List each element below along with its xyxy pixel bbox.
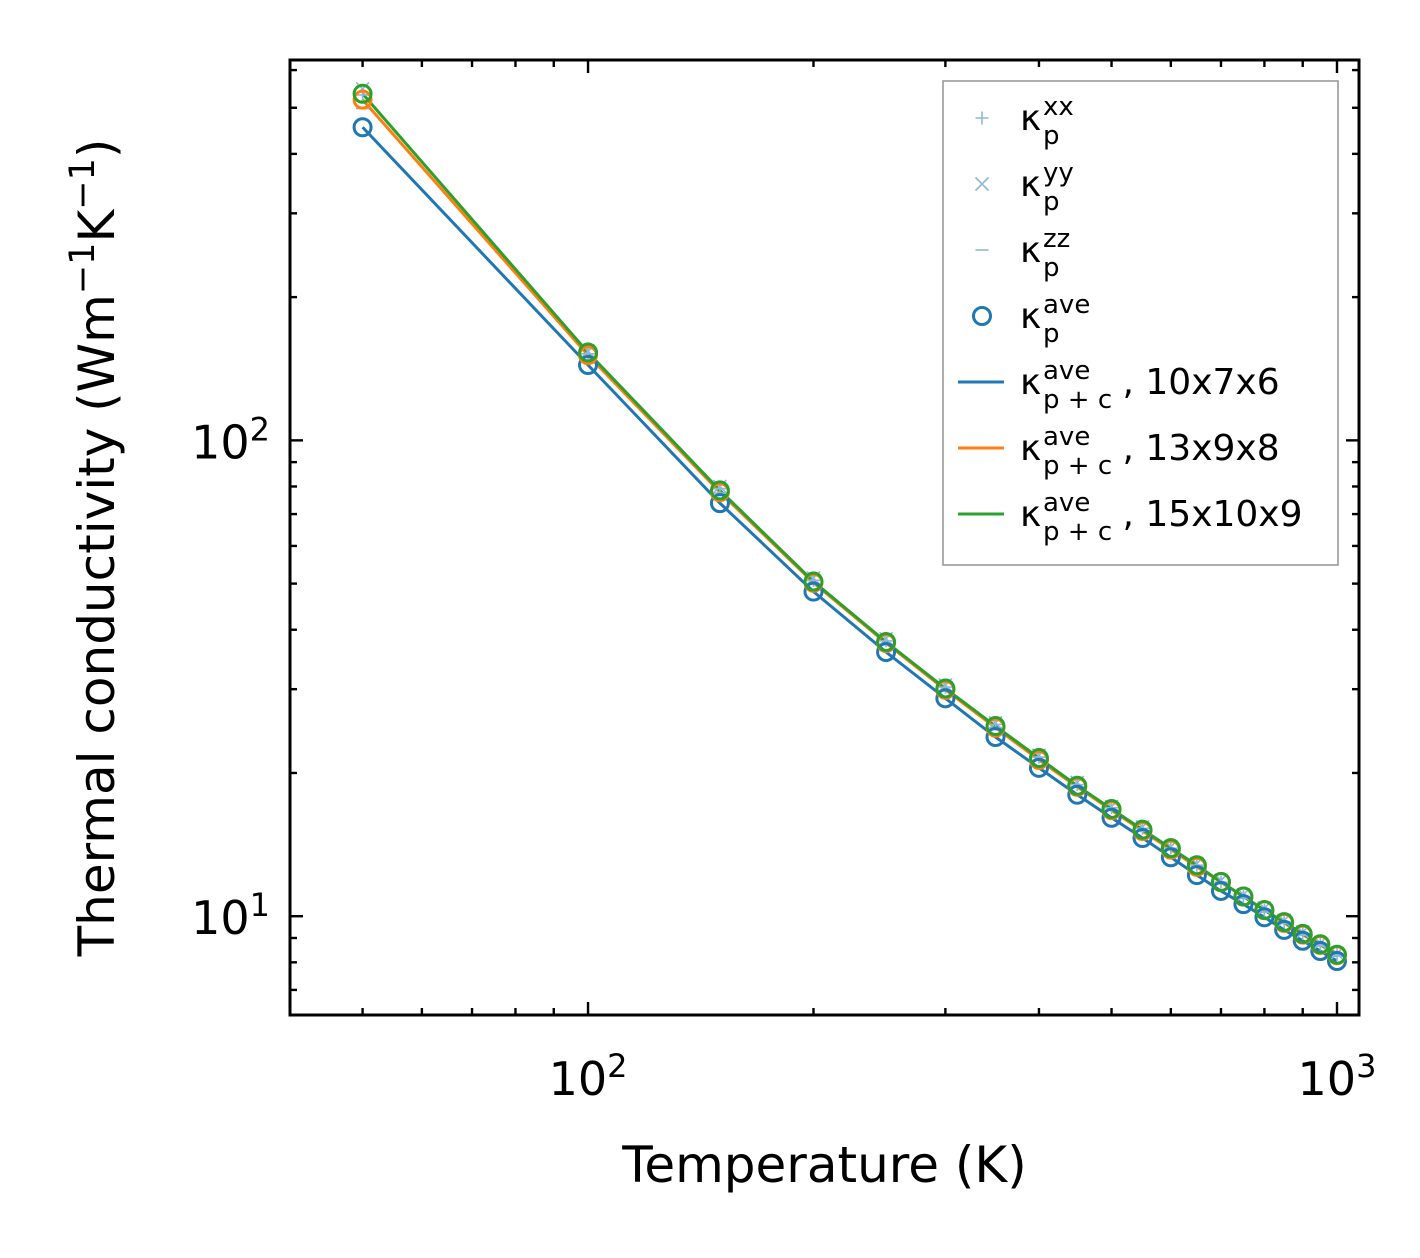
data-point-kappa_p_ave_green: [1028, 748, 1049, 769]
data-point-kappa_p_ave_green: [1132, 819, 1153, 840]
data-point-kappa_p_ave: [709, 493, 730, 514]
legend-entry: κave p + c, 15x10x9: [958, 488, 1303, 547]
series-line-10x7x6: [361, 126, 1338, 963]
data-point-kappa_p_ave: [1326, 951, 1347, 972]
data-point-kappa_p_ave_green: [1233, 886, 1254, 907]
data-point-kappa_p_ave_green: [1326, 944, 1347, 965]
legend-entry: κave p + c, 13x9x8: [958, 422, 1280, 481]
legend-entry: κxx p: [975, 92, 1074, 151]
y-axis-label: Thermal conductivity (Wm−1K−1): [63, 139, 126, 958]
data-point-kappa_p_ave_green: [1186, 855, 1207, 876]
legend-label: κave p + c, 13x9x8: [1020, 422, 1280, 481]
data-point-kappa_p_ave: [1028, 757, 1049, 778]
legend-label: κave p: [1020, 290, 1090, 349]
x-tick-label: 102: [549, 1047, 628, 1106]
legend-marker-swatch: [974, 176, 990, 192]
data-point-kappa_p_xx: [1105, 801, 1119, 815]
legend-label: κave p + c, 15x10x9: [1020, 488, 1303, 547]
data-marks: [352, 81, 1347, 972]
data-point-kappa_p_ave: [1233, 894, 1254, 915]
data-point-kappa_p_ave_orange: [352, 89, 373, 110]
data-point-kappa_p_ave: [1186, 865, 1207, 886]
data-point-kappa_p_ave: [1274, 919, 1295, 940]
legend-entry: κave p + c, 10x7x6: [958, 356, 1280, 415]
legend-label: κzz p: [1020, 224, 1070, 283]
data-point-kappa_p_xx: [879, 634, 893, 648]
axes-frame: [288, 58, 1361, 1017]
data-point-kappa_p_ave: [803, 581, 824, 602]
y-tick-label: 101: [191, 886, 270, 945]
data-point-kappa_p_ave: [985, 727, 1006, 748]
legend-entry: κzz p: [975, 224, 1070, 283]
axes: 102 103 101 102 Temperature (K) Thermal condu…: [63, 58, 1377, 1194]
data-point-kappa_p_ave_green: [1254, 900, 1275, 921]
plot-area: [352, 81, 1347, 972]
data-point-kappa_p_ave: [1254, 907, 1275, 928]
data-point-kappa_p_ave_green: [352, 83, 373, 104]
legend-label: κyy p: [1020, 158, 1074, 217]
x-tick-label: 103: [1298, 1047, 1377, 1106]
legend-label: κxx p: [1020, 92, 1074, 151]
data-point-kappa_p_ave_green: [985, 716, 1006, 737]
data-point-kappa_p_ave: [1210, 880, 1231, 901]
data-point-kappa_p_ave: [578, 355, 599, 376]
data-point-kappa_p_ave: [1132, 828, 1153, 849]
data-point-kappa_p_ave_green: [1210, 872, 1231, 893]
data-point-kappa_p_ave_green: [803, 571, 824, 592]
y-tick-label: 102: [191, 410, 270, 469]
data-point-kappa_p_ave: [1160, 847, 1181, 868]
legend-marker-swatch: [972, 306, 992, 326]
data-point-kappa_p_ave: [1101, 807, 1122, 828]
legend: κxx p κyy p κzz p κave p κave p + c, 10x7x6 κave p …: [942, 80, 1339, 566]
series-line-15x10x9: [361, 92, 1338, 956]
data-point-kappa_p_xx: [1070, 778, 1084, 792]
data-point-kappa_p_ave: [876, 642, 897, 663]
legend-entry: κyy p: [974, 158, 1074, 217]
data-point-kappa_p_ave: [935, 688, 956, 709]
data-point-kappa_p_ave_green: [1101, 798, 1122, 819]
data-point-kappa_p_ave_green: [578, 342, 599, 363]
data-point-kappa_p_ave_green: [709, 480, 730, 501]
data-point-kappa_p_xx: [581, 347, 595, 361]
legend-box: [942, 80, 1339, 566]
data-point-kappa_p_ave_green: [1067, 775, 1088, 796]
data-point-kappa_p_ave: [352, 117, 373, 138]
data-point-kappa_p_ave_green: [1160, 838, 1181, 859]
data-point-kappa_p_ave_green: [876, 631, 897, 652]
x-axis-label: Temperature (K): [621, 1136, 1026, 1194]
legend-entry: κave p: [972, 290, 1090, 349]
data-point-kappa_p_ave: [1067, 784, 1088, 805]
marker-group-kappa_p_ave_green: [352, 83, 1347, 965]
legend-label: κave p + c, 10x7x6: [1020, 356, 1280, 415]
data-point-kappa_p_ave_green: [935, 678, 956, 699]
data-point-kappa_p_ave_green: [1274, 912, 1295, 933]
data-point-kappa_p_ave_green: [1292, 923, 1313, 944]
legend-marker-swatch: [975, 111, 989, 125]
data-point-kappa_p_ave_green: [1310, 934, 1331, 955]
